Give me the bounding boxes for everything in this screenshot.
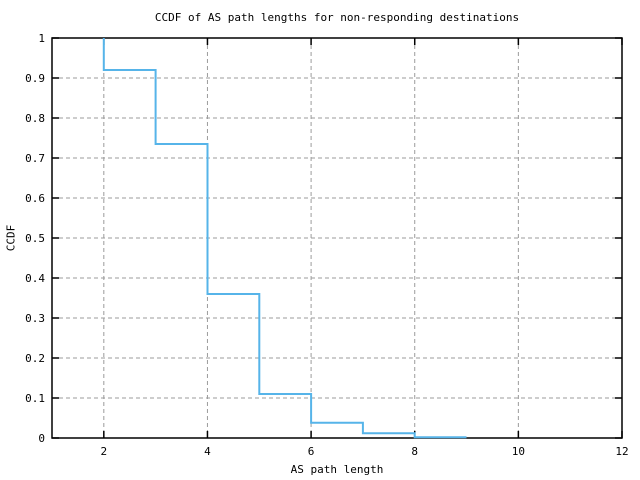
y-tick-label: 0.5 xyxy=(25,232,45,245)
x-axis-label: AS path length xyxy=(290,463,384,476)
y-axis-label: CCDF xyxy=(4,224,18,252)
chart-title: CCDF of AS path lengths for non-respondi… xyxy=(154,11,520,24)
x-tick-label: 12 xyxy=(615,445,628,458)
y-tick-label: 1 xyxy=(38,32,45,45)
y-tick-label: 0.3 xyxy=(25,312,45,325)
y-tick-label: 0.8 xyxy=(25,112,45,125)
ccdf-step-line xyxy=(102,38,467,439)
y-tick-label: 0 xyxy=(38,432,45,445)
y-tick-label: 0.4 xyxy=(25,272,45,285)
y-tick-label: 0.6 xyxy=(25,192,45,205)
y-tick-label: 0.1 xyxy=(25,392,45,405)
x-tick-label: 10 xyxy=(512,445,525,458)
x-tick-label: 8 xyxy=(411,445,418,458)
x-tick-label: 6 xyxy=(308,445,315,458)
y-tick-label: 0.7 xyxy=(25,152,45,165)
y-tick-label: 0.9 xyxy=(25,72,45,85)
y-tick-label: 0.2 xyxy=(25,352,45,365)
x-tick-label: 4 xyxy=(204,445,211,458)
x-tick-label: 2 xyxy=(101,445,108,458)
